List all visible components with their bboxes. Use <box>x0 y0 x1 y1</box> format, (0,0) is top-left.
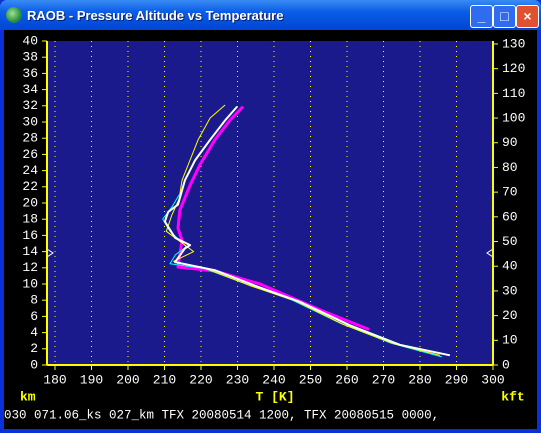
x-tick-label: 260 <box>335 372 358 387</box>
y-tick-label: 6 <box>30 309 38 324</box>
y-tick-label: 20 <box>22 195 38 210</box>
y-tick-label: 24 <box>22 163 38 178</box>
y2-tick-label: 90 <box>502 135 518 150</box>
y-tick-label: 4 <box>30 325 38 340</box>
x-tick-label: 180 <box>43 372 66 387</box>
profile-line <box>165 104 441 356</box>
x-tick-label: 200 <box>116 372 139 387</box>
y-tick-label: 22 <box>22 179 38 194</box>
chart: km T [K] kft 030 071.06_ks 027_km TFX 20… <box>4 30 537 429</box>
profile-line <box>163 105 451 357</box>
y-tick-label: 36 <box>22 66 38 81</box>
y2-tick-label: 10 <box>502 333 518 348</box>
x-tick-label: 280 <box>408 372 431 387</box>
y-tick-label: 38 <box>22 50 38 65</box>
app-icon <box>6 7 22 23</box>
x-tick-label: 240 <box>262 372 285 387</box>
x-tick-label: 210 <box>153 372 176 387</box>
y2-tick-label: 70 <box>502 185 518 200</box>
y2-tick-label: 20 <box>502 308 518 323</box>
y-tick-label: 2 <box>30 341 38 356</box>
x-tick-label: 270 <box>372 372 395 387</box>
close-button[interactable]: × <box>516 5 539 28</box>
y2-tick-label: 130 <box>502 36 525 51</box>
window-title: RAOB - Pressure Altitude vs Temperature <box>27 8 284 23</box>
y-tick-label: 32 <box>22 98 38 113</box>
y-tick-label: 10 <box>22 276 38 291</box>
x-axis-label: T [K] <box>255 389 294 404</box>
x-tick-label: 190 <box>80 372 103 387</box>
x-tick-label: 220 <box>189 372 212 387</box>
y-tick-label: 30 <box>22 114 38 129</box>
y2-tick-label: 100 <box>502 110 525 125</box>
x-tick-label: 250 <box>299 372 322 387</box>
y-tick-label: 18 <box>22 212 38 227</box>
y2-tick-label: 80 <box>502 160 518 175</box>
y2-tick-label: 0 <box>502 357 510 372</box>
status-text: 030 071.06_ks 027_km TFX 20080514 1200, … <box>4 408 439 422</box>
y2-tick-label: 60 <box>502 209 518 224</box>
x-tick-label: 300 <box>481 372 504 387</box>
y-axis-label: km <box>20 389 36 404</box>
y-tick-label: 40 <box>22 33 38 48</box>
x-tick-label: 230 <box>226 372 249 387</box>
y2-tick-label: 50 <box>502 234 518 249</box>
title-bar: RAOB - Pressure Altitude vs Temperature … <box>0 0 541 30</box>
y2-axis-label: kft <box>501 389 524 404</box>
minimize-button[interactable]: _ <box>470 5 493 28</box>
profile-line <box>176 105 370 331</box>
y2-tick-label: 120 <box>502 61 525 76</box>
y2-tick-label: 40 <box>502 259 518 274</box>
plot-area <box>47 41 493 365</box>
maximize-button[interactable]: □ <box>493 5 516 28</box>
y-tick-label: 26 <box>22 147 38 162</box>
y-tick-label: 34 <box>22 82 38 97</box>
y-tick-label: 12 <box>22 260 38 275</box>
y-tick-label: 28 <box>22 131 38 146</box>
y2-tick-label: 110 <box>502 86 525 101</box>
x-tick-label: 290 <box>445 372 468 387</box>
y-tick-label: 14 <box>22 244 38 259</box>
y-tick-label: 16 <box>22 228 38 243</box>
y-tick-label: 0 <box>30 357 38 372</box>
y-tick-label: 8 <box>30 293 38 308</box>
y2-tick-label: 30 <box>502 283 518 298</box>
